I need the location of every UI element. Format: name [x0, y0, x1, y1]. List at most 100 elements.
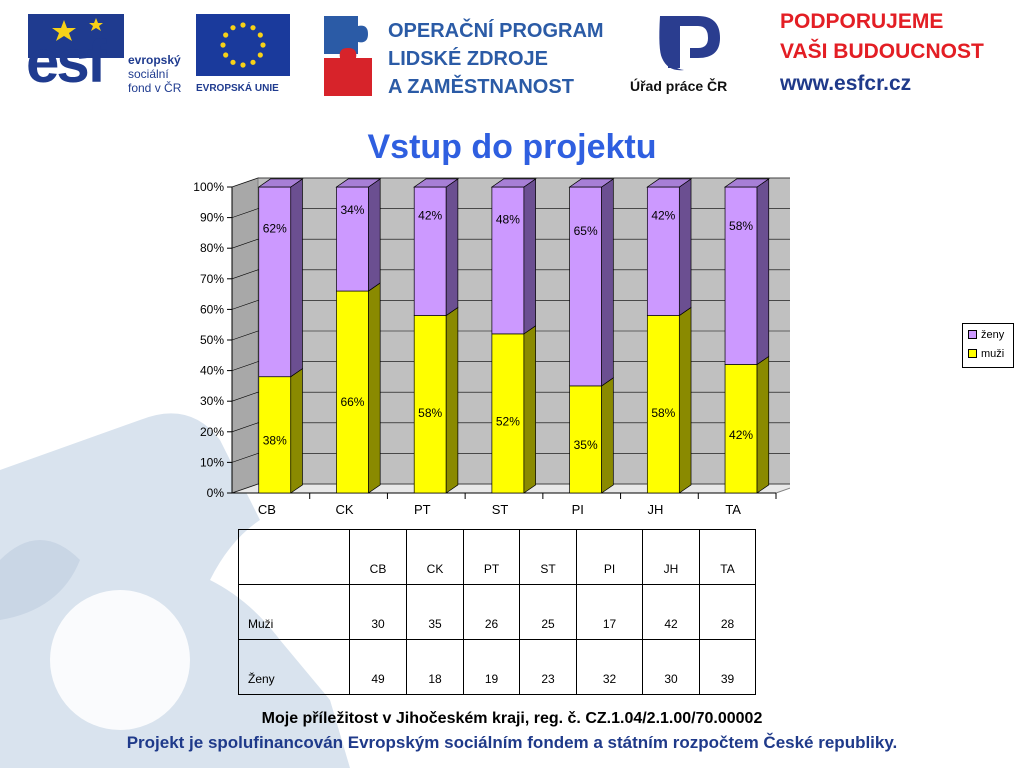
- x-tick-label-CB: CB: [258, 502, 276, 517]
- table-cell: 32: [576, 639, 643, 695]
- table-corner-cell: [238, 529, 350, 585]
- esf-logo: esf evropský sociální fond v ČR: [26, 10, 191, 102]
- bar-side-muži-CB: [290, 367, 303, 494]
- eu-star: [223, 32, 229, 38]
- y-tick-label: 70%: [200, 272, 224, 286]
- bar-top-ženy-TA: [723, 178, 770, 188]
- y-tick-label: 40%: [200, 364, 224, 378]
- support-line-1: PODPORUJEME: [780, 10, 944, 33]
- eu-star: [257, 32, 263, 38]
- data-label-ženy-ST: 48%: [496, 212, 520, 226]
- eu-star: [240, 62, 246, 68]
- bar-top-ženy-CB: [257, 178, 304, 188]
- bar-side-ženy-ST: [523, 178, 536, 335]
- table-header-cell: ST: [519, 529, 577, 585]
- table-header-cell: PT: [463, 529, 520, 585]
- gridline-side: [231, 483, 259, 494]
- table-header-cell: PI: [576, 529, 643, 585]
- op-line-3: A ZAMĚSTNANOST: [388, 76, 574, 98]
- y-tick-label: 0%: [207, 486, 225, 500]
- table-cell: 23: [519, 639, 577, 695]
- bar-top-ženy-JH: [646, 178, 693, 188]
- table-cell: 35: [406, 584, 464, 640]
- bar-muži-ST: [491, 333, 525, 494]
- x-tick-label-PI: PI: [572, 502, 584, 517]
- legend-swatch-zeny: [968, 330, 977, 339]
- y-tick-label: 100%: [193, 180, 224, 194]
- table-cell: 25: [519, 584, 577, 640]
- esf-line-2: sociální: [128, 67, 169, 81]
- eu-label: EVROPSKÁ UNIE: [196, 83, 279, 94]
- table-cell: 28: [699, 584, 756, 640]
- data-table: CB CK PT ST PI JH TA Muži 30 35 26 25 17…: [238, 529, 756, 695]
- urad-prace-logo-icon: [659, 16, 720, 71]
- bar-ženy-JH: [646, 186, 680, 316]
- bar-side-muži-PI: [601, 377, 614, 494]
- urad-prace-label: Úřad práce ČR: [630, 78, 728, 94]
- legend-swatch-muzi: [968, 349, 977, 358]
- eu-star: [250, 59, 256, 65]
- table-header-cell: JH: [642, 529, 700, 585]
- table-cell: 42: [642, 584, 700, 640]
- legend-label-muzi: muži: [981, 347, 1005, 360]
- y-tick-label: 80%: [200, 241, 224, 255]
- support-website-link[interactable]: www.esfcr.cz: [780, 72, 912, 95]
- legend-item-zeny: ženy: [968, 328, 1004, 341]
- gridline-side: [231, 361, 259, 371]
- data-label-muži-JH: 58%: [651, 406, 675, 420]
- x-tick-label-CK: CK: [336, 502, 354, 517]
- op-lzz-logo: OPERAČNÍ PROGRAM LIDSKÉ ZDROJE A ZAMĚSTN…: [320, 10, 610, 102]
- legend-label-zeny: ženy: [981, 328, 1005, 341]
- cofunding-statement: Projekt je spolufinancován Evropským soc…: [126, 733, 898, 752]
- chart-legend: ženy muži: [962, 323, 1014, 368]
- bar-ženy-ST: [491, 186, 525, 335]
- support-banner: PODPORUJEME VAŠI BUDOUCNOST www.esfcr.cz: [776, 10, 1004, 102]
- y-tick-label: 30%: [200, 394, 224, 408]
- gridline-side: [231, 330, 259, 341]
- y-tick-label: 50%: [200, 333, 224, 347]
- project-registration-line: Moje příležitost v Jihočeském kraji, reg…: [261, 710, 763, 727]
- bar-muži-TA: [724, 364, 758, 494]
- data-label-muži-TA: 42%: [729, 428, 753, 442]
- table-cell: 30: [349, 584, 407, 640]
- eu-star: [240, 22, 246, 28]
- bar-side-ženy-CB: [290, 178, 303, 378]
- bar-top-ženy-ST: [490, 178, 537, 188]
- bar-top-ženy-CK: [335, 178, 382, 188]
- bar-side-muži-JH: [678, 306, 692, 494]
- table-row: Muži 30 35 26 25 17 42 28: [238, 584, 756, 640]
- table-cell: 18: [406, 639, 464, 695]
- eu-star: [230, 25, 236, 31]
- puzzle-logo-icon: [324, 16, 372, 96]
- eu-star: [260, 42, 266, 48]
- data-label-ženy-PT: 42%: [418, 208, 442, 222]
- bar-side-ženy-JH: [678, 178, 692, 317]
- bar-side-ženy-CK: [368, 178, 381, 292]
- gridline-side: [231, 208, 259, 218]
- table-row-label: Ženy: [238, 639, 350, 695]
- bar-ženy-PT: [413, 186, 447, 316]
- bar-ženy-PI: [569, 186, 602, 387]
- eu-logo: EVROPSKÁ UNIE: [194, 10, 292, 102]
- table-header-cell: CK: [406, 529, 464, 585]
- eu-flag-icon: [196, 14, 290, 76]
- bar-muži-CK: [336, 290, 369, 494]
- data-label-muži-PT: 58%: [418, 406, 442, 420]
- esf-line-1: evropský: [128, 53, 181, 67]
- bar-muži-PT: [413, 315, 447, 494]
- eu-star: [223, 52, 229, 58]
- y-tick-label: 10%: [200, 455, 224, 469]
- data-label-muži-CB: 38%: [263, 434, 287, 448]
- y-tick-label: 60%: [200, 302, 224, 316]
- gridline-side: [231, 422, 259, 433]
- gridline-side: [231, 177, 259, 188]
- x-tick-label-TA: TA: [725, 502, 741, 517]
- table-row-label: Muži: [238, 584, 350, 640]
- op-line-2: LIDSKÉ ZDROJE: [388, 48, 549, 70]
- eu-star: [220, 42, 226, 48]
- x-tick-label-PT: PT: [414, 502, 431, 517]
- gridline-side: [231, 238, 259, 249]
- bar-muži-JH: [646, 315, 680, 494]
- bar-muži-CB: [258, 376, 292, 494]
- data-label-ženy-CK: 34%: [340, 203, 364, 217]
